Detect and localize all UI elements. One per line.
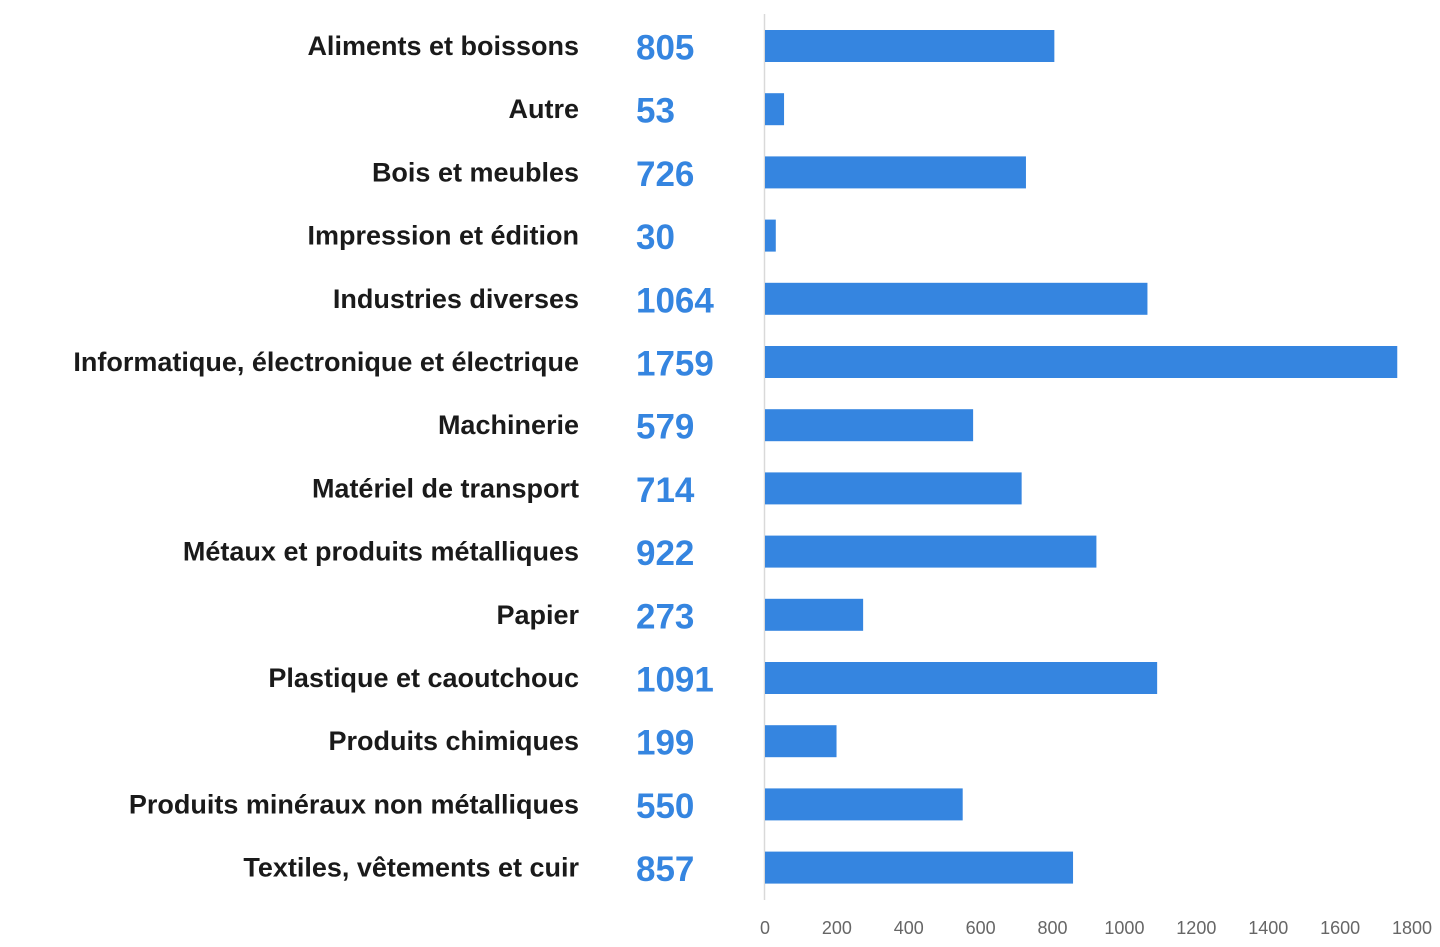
x-tick-label: 1400 <box>1248 918 1288 938</box>
category-label: Textiles, vêtements et cuir <box>243 853 579 883</box>
category-label: Papier <box>496 600 579 630</box>
bar <box>765 598 864 631</box>
category-label: Industries diverses <box>333 284 579 314</box>
bar <box>765 30 1055 62</box>
value-label: 726 <box>636 155 694 194</box>
value-label: 579 <box>636 408 694 447</box>
bar <box>765 535 1097 568</box>
category-label: Bois et meubles <box>372 157 579 187</box>
category-label: Métaux et produits métalliques <box>183 537 579 567</box>
x-tick-label: 400 <box>894 918 924 938</box>
category-label: Impression et édition <box>307 221 579 251</box>
value-label: 53 <box>636 92 675 131</box>
value-label: 805 <box>636 29 694 68</box>
x-tick-label: 1000 <box>1104 918 1144 938</box>
bar <box>765 219 776 252</box>
value-label: 30 <box>636 218 675 257</box>
value-label: 1064 <box>636 281 714 320</box>
category-label: Informatique, électronique et électrique <box>73 347 579 377</box>
x-tick-label: 200 <box>822 918 852 938</box>
value-label: 199 <box>636 724 694 763</box>
value-label: 273 <box>636 597 694 636</box>
bar <box>765 725 837 758</box>
x-tick-label: 600 <box>966 918 996 938</box>
bar <box>765 788 963 821</box>
x-tick-label: 800 <box>1038 918 1068 938</box>
value-label: 550 <box>636 787 694 826</box>
value-label: 1759 <box>636 345 714 384</box>
x-tick-label: 1200 <box>1176 918 1216 938</box>
category-label: Autre <box>508 94 579 124</box>
value-label: 857 <box>636 850 694 889</box>
bar <box>765 93 785 126</box>
bar <box>765 662 1158 694</box>
category-label: Matériel de transport <box>312 473 579 503</box>
category-label: Machinerie <box>438 410 579 440</box>
value-label: 922 <box>636 534 694 573</box>
bar <box>765 851 1074 884</box>
category-label: Produits minéraux non métalliques <box>129 789 579 819</box>
category-label: Produits chimiques <box>328 726 579 756</box>
x-tick-label: 1800 <box>1392 918 1432 938</box>
category-label: Plastique et caoutchouc <box>268 663 579 693</box>
bar <box>765 472 1022 505</box>
x-tick-label: 0 <box>760 918 770 938</box>
category-label: Aliments et boissons <box>307 31 579 61</box>
bar <box>765 409 974 442</box>
bar <box>765 282 1148 315</box>
value-label: 1091 <box>636 661 714 700</box>
bar <box>765 156 1026 189</box>
bar <box>765 346 1398 378</box>
x-tick-label: 1600 <box>1320 918 1360 938</box>
value-label: 714 <box>636 471 695 510</box>
